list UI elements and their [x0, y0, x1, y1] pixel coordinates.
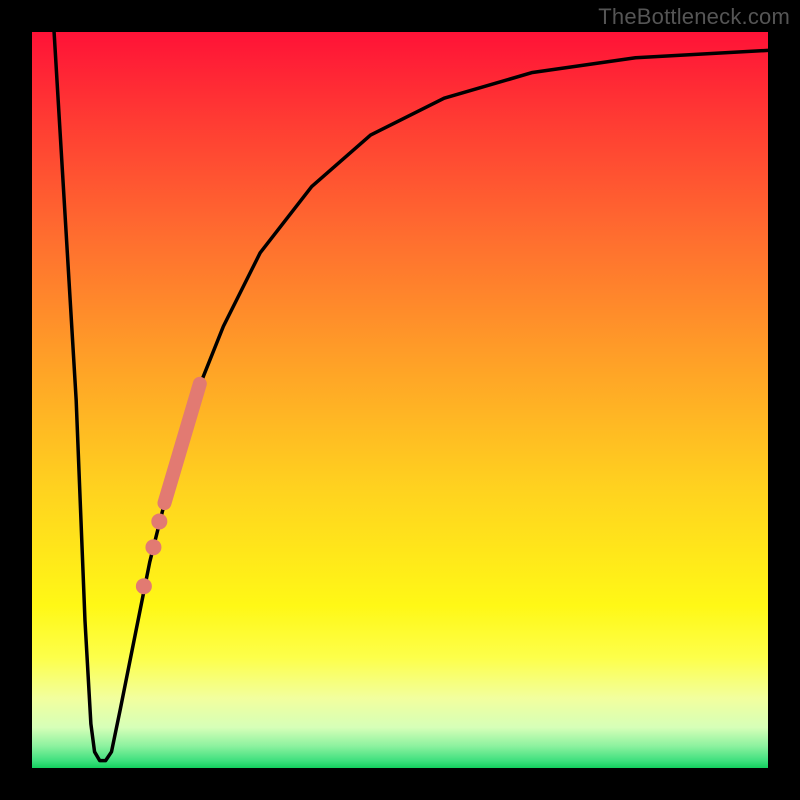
watermark-text: TheBottleneck.com	[598, 4, 790, 30]
highlight-dot	[151, 513, 167, 529]
plot-background-gradient	[32, 32, 768, 768]
highlight-dot	[145, 539, 161, 555]
bottleneck-chart	[0, 0, 800, 800]
highlight-dot	[136, 578, 152, 594]
